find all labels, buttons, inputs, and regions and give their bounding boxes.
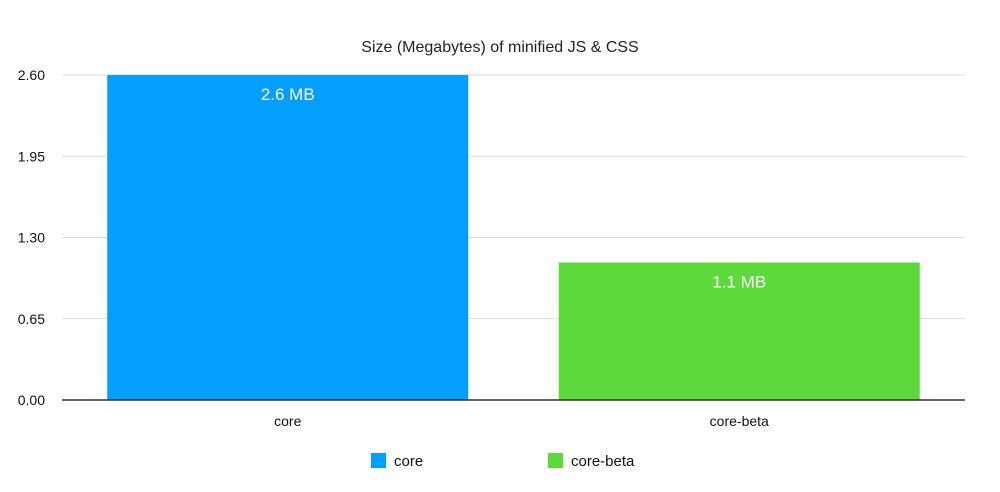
legend-label: core-beta <box>571 453 635 470</box>
legend-item-core: core <box>371 453 423 470</box>
legend-swatch <box>371 453 386 468</box>
data-label: 2.6 MB <box>261 85 315 104</box>
y-tick-label: 2.60 <box>18 67 45 83</box>
x-tick-label: core-beta <box>710 413 769 429</box>
bar-core-beta <box>558 262 920 400</box>
data-label: 1.1 MB <box>712 273 766 292</box>
bars: 2.6 MB 1.1 MB <box>107 75 920 400</box>
legend-label: core <box>394 453 423 470</box>
legend-item-core-beta: core-beta <box>548 453 635 470</box>
y-tick-label: 0.00 <box>18 392 45 408</box>
bar-core <box>107 75 469 400</box>
x-tick-label: core <box>274 413 301 429</box>
y-tick-label: 0.65 <box>18 311 45 327</box>
y-tick-label: 1.30 <box>18 230 45 246</box>
legend: core core-beta <box>371 453 635 470</box>
y-axis-ticks: 0.00 0.65 1.30 1.95 2.60 <box>18 67 45 408</box>
y-tick-label: 1.95 <box>18 148 45 164</box>
x-axis-ticks: core core-beta <box>274 413 769 429</box>
chart-title: Size (Megabytes) of minified JS & CSS <box>361 39 638 56</box>
legend-swatch <box>548 453 563 468</box>
